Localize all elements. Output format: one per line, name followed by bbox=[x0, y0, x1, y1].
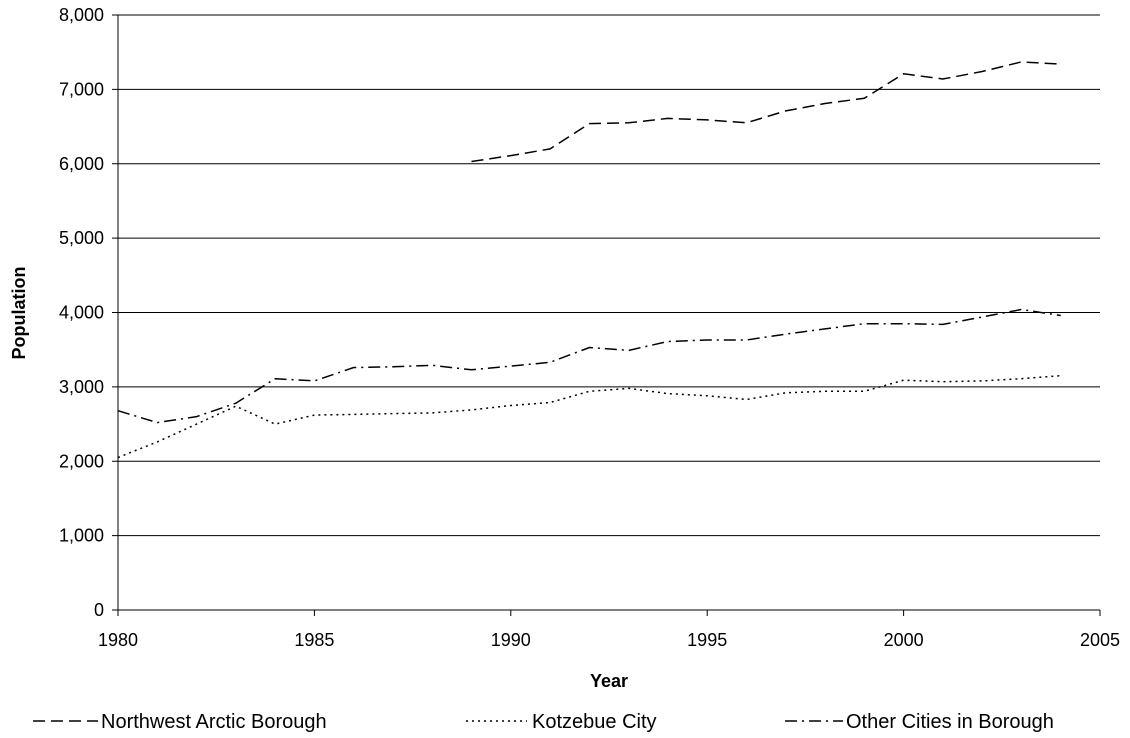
tick-labels: 0 1,000 2,000 3,000 4,000 5,000 6,000 7,000 8,00… bbox=[59, 5, 1120, 650]
y-tick-label: 6,000 bbox=[59, 154, 104, 174]
legend-label: Kotzebue City bbox=[532, 711, 657, 733]
series-line-other-cities-in-borough bbox=[117, 308, 1061, 424]
y-tick-label: 0 bbox=[94, 600, 104, 620]
x-tick-label: 1990 bbox=[491, 630, 531, 650]
x-tick-label: 1980 bbox=[98, 630, 138, 650]
series-lines bbox=[117, 61, 1061, 459]
legend: Northwest Arctic Borough Kotzebue City O… bbox=[33, 711, 1054, 733]
y-tick-label: 1,000 bbox=[59, 526, 104, 546]
y-tick-label: 3,000 bbox=[59, 377, 104, 397]
x-axis-title: Year bbox=[590, 671, 628, 691]
y-axis-title: Population bbox=[9, 267, 29, 360]
x-tick-label: 2000 bbox=[884, 630, 924, 650]
y-tick-label: 5,000 bbox=[59, 228, 104, 248]
legend-label: Other Cities in Borough bbox=[846, 711, 1054, 733]
y-tick-label: 4,000 bbox=[59, 303, 104, 323]
y-tick-label: 7,000 bbox=[59, 79, 104, 99]
x-tick-label: 1985 bbox=[294, 630, 334, 650]
legend-item-kotzebue-city: Kotzebue City bbox=[466, 711, 657, 733]
axes bbox=[112, 14, 1101, 616]
legend-item-northwest-arctic-borough: Northwest Arctic Borough bbox=[33, 711, 327, 733]
legend-label: Northwest Arctic Borough bbox=[101, 711, 327, 733]
y-tick-label: 2,000 bbox=[59, 451, 104, 471]
series-line-northwest-arctic-borough bbox=[471, 61, 1061, 163]
x-tick-label: 1995 bbox=[687, 630, 727, 650]
legend-item-other-cities-in-borough: Other Cities in Borough bbox=[785, 711, 1054, 733]
x-tick-label: 2005 bbox=[1080, 630, 1120, 650]
gridlines bbox=[118, 14, 1100, 537]
y-tick-label: 8,000 bbox=[59, 5, 104, 25]
